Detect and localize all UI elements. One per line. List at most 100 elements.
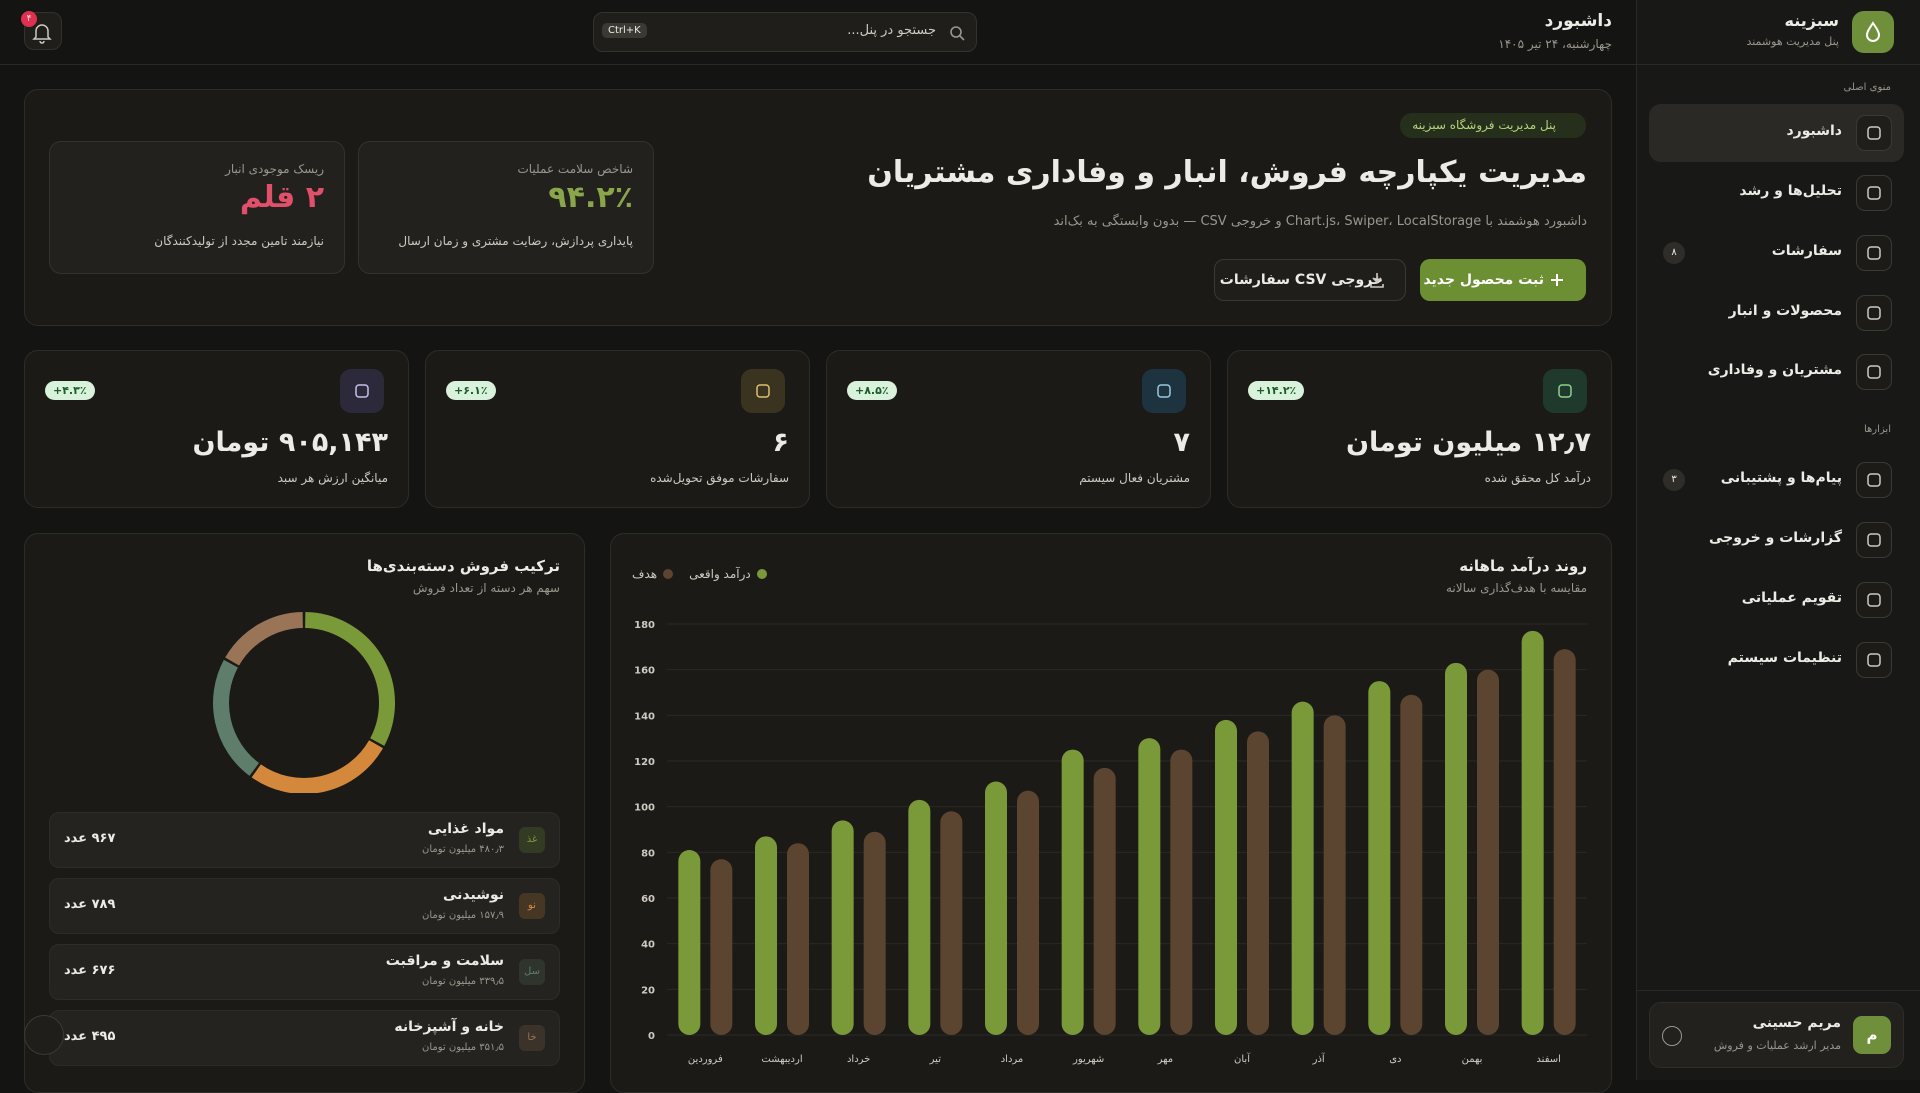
nav-label: سفارشات bbox=[1771, 243, 1842, 259]
icon-shape bbox=[355, 384, 369, 398]
category-initial: خا bbox=[519, 1025, 545, 1051]
icon bbox=[1867, 306, 1881, 320]
icon-shape bbox=[1558, 384, 1572, 398]
y-tick-label: 0 bbox=[648, 1031, 655, 1042]
category-detail: ۳۵۱٫۵ میلیون تومان bbox=[422, 1042, 504, 1053]
nav-icon bbox=[1856, 235, 1892, 271]
date: چهارشنبه، ۲۴ تیر ۱۴۰۵ bbox=[1498, 37, 1612, 51]
nav-item[interactable]: مشتریان و وفاداری bbox=[1649, 343, 1904, 401]
nav-icon bbox=[1856, 522, 1892, 558]
metric-note: نیازمند تامین مجدد از تولیدکنندگان bbox=[154, 234, 324, 248]
kpi-label: درآمد کل محقق شده bbox=[1484, 471, 1591, 485]
divider bbox=[1636, 990, 1920, 991]
chart-title: ترکیب فروش دسته‌بندی‌ها bbox=[366, 557, 560, 575]
icon-shape bbox=[756, 384, 770, 398]
search-placeholder: جستجو در پنل... bbox=[847, 23, 936, 38]
bar bbox=[1521, 630, 1544, 1035]
icon-shape bbox=[1867, 365, 1881, 379]
icon bbox=[1867, 246, 1881, 260]
bell-icon bbox=[32, 24, 52, 44]
user-name: مریم حسینی bbox=[1752, 1015, 1841, 1031]
nav-item[interactable]: داشبورد bbox=[1649, 104, 1904, 162]
bar bbox=[831, 820, 854, 1035]
y-tick-label: 180 bbox=[634, 620, 655, 631]
bar-chart: 0 20 40 60 80 100 120 140 160 180 فروردین اردیبهشت خ… bbox=[634, 620, 1587, 1065]
shortcut: Ctrl+K bbox=[602, 23, 647, 38]
icon bbox=[355, 384, 369, 398]
x-tick-label: مهر bbox=[1157, 1054, 1173, 1065]
logout-button[interactable] bbox=[24, 1015, 64, 1055]
bar bbox=[1017, 790, 1039, 1035]
bar bbox=[1247, 731, 1269, 1035]
bar bbox=[1215, 719, 1237, 1035]
bar bbox=[1445, 662, 1467, 1035]
x-tick-label: اسفند bbox=[1536, 1054, 1560, 1065]
category-initial: غذ bbox=[519, 827, 545, 853]
x-tick-label: آبان bbox=[1234, 1052, 1251, 1065]
category-count: ۴۹۵ عدد bbox=[64, 1029, 116, 1044]
legend-swatch bbox=[756, 569, 767, 579]
bar bbox=[1477, 669, 1499, 1035]
nav-item[interactable]: پیام‌ها و پشتیبانی ۳ bbox=[1649, 451, 1904, 509]
search-icon bbox=[950, 26, 965, 41]
bar bbox=[1138, 738, 1161, 1035]
bar bbox=[1400, 694, 1423, 1035]
nav-item[interactable]: محصولات و انبار bbox=[1649, 284, 1904, 342]
hero-description: داشبورد هوشمند با Chart.js، Swiper، Loca… bbox=[1053, 214, 1587, 229]
nav-label: تقویم عملیاتی bbox=[1741, 590, 1842, 606]
nav-item[interactable]: تنظیمات سیستم bbox=[1649, 631, 1904, 689]
kpi-icon bbox=[1543, 369, 1587, 413]
icon bbox=[1558, 384, 1572, 398]
bar bbox=[985, 781, 1007, 1035]
nav-badge: ۳ bbox=[1663, 469, 1685, 491]
y-tick-label: 100 bbox=[634, 803, 655, 814]
donut-segment bbox=[304, 612, 395, 746]
nav-item[interactable]: سفارشات ۸ bbox=[1649, 224, 1904, 282]
donut-segment bbox=[225, 612, 304, 666]
metric-value: ۹۴.۲٪ bbox=[548, 180, 633, 215]
category-detail: ۱۵۷٫۹ میلیون تومان bbox=[422, 910, 504, 921]
bar bbox=[1061, 749, 1084, 1035]
notification-badge: ۴ bbox=[21, 11, 37, 27]
kpi-icon bbox=[741, 369, 785, 413]
nav-icon bbox=[1856, 295, 1892, 331]
nav-label: مشتریان و وفاداری bbox=[1707, 362, 1842, 378]
nav-item[interactable]: گزارشات و خروجی bbox=[1649, 511, 1904, 569]
search-box[interactable]: جستجو در پنل... Ctrl+K bbox=[593, 12, 977, 52]
legend-item: هدف bbox=[632, 567, 674, 581]
kpi-change: ۶.۱٪+ bbox=[446, 381, 496, 400]
legend: درآمد واقعی هدف bbox=[632, 567, 767, 581]
category-row: نو نوشیدنی ۱۵۷٫۹ میلیون تومان ۷۸۹ عدد bbox=[49, 878, 560, 934]
donut-chart bbox=[213, 612, 395, 793]
category-row: خا خانه و آشپزخانه ۳۵۱٫۵ میلیون تومان ۴۹۵ ع… bbox=[49, 1010, 560, 1066]
x-tick-label: اردیبهشت bbox=[761, 1054, 802, 1065]
bar bbox=[908, 799, 931, 1035]
bar bbox=[1553, 649, 1576, 1035]
nav-icon bbox=[1856, 175, 1892, 211]
x-tick-label: دی bbox=[1389, 1054, 1401, 1065]
kpi-value: ۹۰۵,۱۴۳ تومان bbox=[192, 427, 388, 458]
donut-segment bbox=[213, 659, 260, 776]
settings-button[interactable] bbox=[1662, 1026, 1682, 1046]
plus-icon bbox=[1551, 274, 1563, 286]
nav-label: تحلیل‌ها و رشد bbox=[1739, 183, 1842, 199]
metric-card: شاخص سلامت عملیات ۹۴.۲٪ پایداری پردازش، رض… bbox=[358, 141, 654, 274]
section-label: منوی اصلی bbox=[1843, 82, 1891, 93]
nav-icon bbox=[1856, 115, 1892, 151]
x-tick-label: خرداد bbox=[847, 1054, 870, 1065]
category-count: ۷۸۹ عدد bbox=[64, 897, 116, 912]
icon bbox=[1867, 186, 1881, 200]
icon-shape bbox=[1867, 186, 1881, 200]
icon-shape bbox=[1157, 384, 1171, 398]
icon bbox=[1867, 653, 1881, 667]
nav-item[interactable]: تحلیل‌ها و رشد bbox=[1649, 164, 1904, 222]
bar bbox=[940, 811, 963, 1035]
icon-shape bbox=[1867, 126, 1881, 140]
nav-item[interactable]: تقویم عملیاتی bbox=[1649, 571, 1904, 629]
user-avatar: م bbox=[1853, 1016, 1891, 1054]
brand-subtitle: پنل مدیریت هوشمند bbox=[1746, 35, 1839, 48]
nav-label: تنظیمات سیستم bbox=[1727, 650, 1842, 666]
y-tick-label: 40 bbox=[641, 940, 655, 951]
nav-icon bbox=[1856, 582, 1892, 618]
